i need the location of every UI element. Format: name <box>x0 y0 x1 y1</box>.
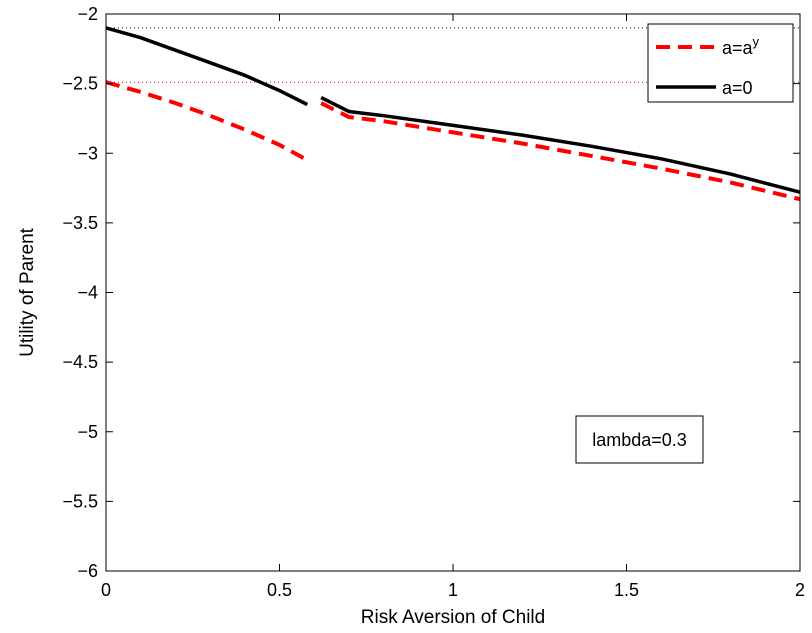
x-tick-label: 1 <box>448 580 458 600</box>
x-tick-label: 2 <box>795 580 805 600</box>
legend-box <box>648 24 793 102</box>
y-tick-label: −5.5 <box>62 491 98 511</box>
y-tick-label: −2 <box>77 4 98 24</box>
y-tick-label: −5 <box>77 422 98 442</box>
y-tick-label: −6 <box>77 561 98 581</box>
y-tick-label: −3.5 <box>62 213 98 233</box>
annotation-text: lambda=0.3 <box>592 430 687 450</box>
y-tick-label: −3 <box>77 143 98 163</box>
x-tick-label: 0.5 <box>267 580 292 600</box>
legend-label-a-ay-sup: y <box>753 34 760 49</box>
y-axis-title: Utility of Parent <box>17 227 38 357</box>
series-1-segment-0-line <box>106 28 307 105</box>
y-tick-label: −4.5 <box>62 352 98 372</box>
legend-label-a0: a=0 <box>722 78 753 98</box>
x-axis-title: Risk Aversion of Child <box>361 607 545 628</box>
y-tick-label: −2.5 <box>62 74 98 94</box>
y-tick-label: −4 <box>77 283 98 303</box>
x-tick-label: 1.5 <box>614 580 639 600</box>
legend: a=ay a=0 <box>648 24 793 102</box>
annotation-box: lambda=0.3 <box>576 416 703 463</box>
series-1-segment-1-line <box>321 98 800 193</box>
x-tick-label: 0 <box>101 580 111 600</box>
legend-label-a-ay-main: a=a <box>722 38 754 58</box>
series-0-segment-0-line <box>106 82 307 160</box>
